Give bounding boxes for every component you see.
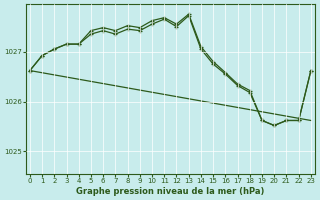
X-axis label: Graphe pression niveau de la mer (hPa): Graphe pression niveau de la mer (hPa) (76, 187, 265, 196)
